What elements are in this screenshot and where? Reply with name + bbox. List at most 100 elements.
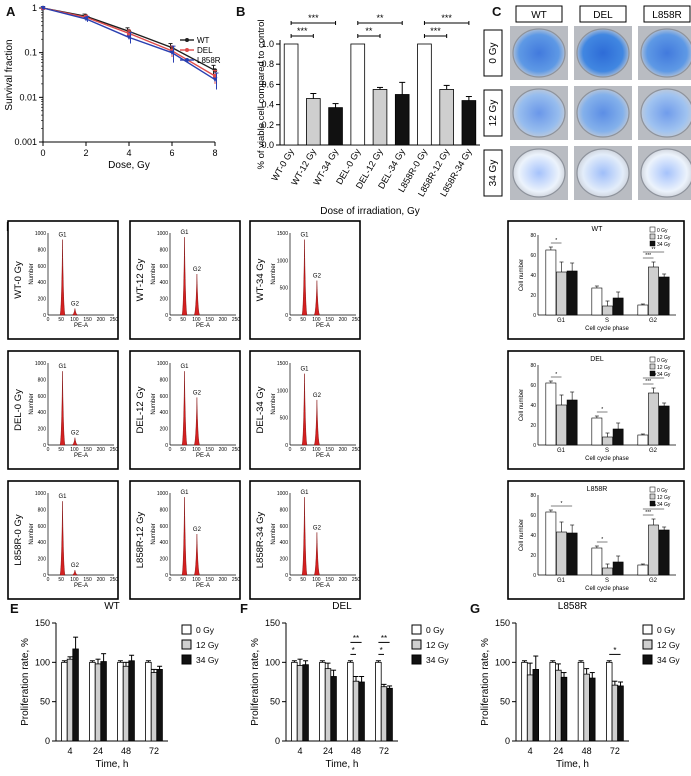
bar <box>324 668 332 742</box>
flow-x-tick: 0 <box>47 577 50 583</box>
x-tick-label: 6 <box>169 148 174 158</box>
legend-label: 34 Gy <box>657 502 671 508</box>
data-point <box>169 50 175 56</box>
flow-y-tick: 600 <box>38 524 47 530</box>
flow-y-label: Number <box>271 393 277 414</box>
legend-label: L858R <box>197 56 221 65</box>
flow-x-tick: 0 <box>289 317 292 323</box>
bar <box>350 43 366 146</box>
y-tick-label: 100 <box>495 657 510 667</box>
flow-peak-label: G1 <box>59 494 68 500</box>
flow-peak-label: G2 <box>313 525 322 531</box>
flow-x-tick: 100 <box>312 577 321 583</box>
y-tick-label: 50 <box>500 697 510 707</box>
flow-y-tick: 200 <box>38 557 47 563</box>
flow-x-tick: 100 <box>70 577 79 583</box>
flow-peak-label: G2 <box>193 527 202 533</box>
flow-x-tick: 0 <box>169 447 172 453</box>
flow-peak-g1 <box>301 497 308 576</box>
cycle-bar <box>545 382 557 446</box>
flow-y-tick: 400 <box>160 540 169 546</box>
flow-peak-g1 <box>301 239 308 316</box>
flow-x-tick: 200 <box>97 447 106 453</box>
panel-d-flow-cytometry: DWT-0 Gy02004006008001000050100150200250… <box>6 219 685 600</box>
flow-y-label: Number <box>271 523 277 544</box>
x-tick-label: 2 <box>83 148 88 158</box>
cycle-bar <box>602 436 613 446</box>
flow-peak-label: G1 <box>59 364 68 370</box>
sig-label: * <box>380 646 383 655</box>
flow-peak-g2 <box>313 280 321 316</box>
flow-peak-g1 <box>59 501 66 576</box>
panel-g-l858r-proliferation: G L858R 0 50 100 150 Proliferation rate, % Time… <box>470 601 680 770</box>
bar <box>150 672 158 742</box>
bar <box>372 89 388 146</box>
y-tick-label: 0.8 <box>261 59 274 69</box>
cycle-x-tick: S <box>605 578 609 584</box>
cycle-x-tick: G2 <box>649 448 658 454</box>
legend-marker <box>185 58 189 62</box>
cycle-bar <box>637 434 649 446</box>
y-tick-label: 0.0 <box>261 140 274 150</box>
cycle-bar <box>612 428 624 446</box>
y-tick-label: 0 <box>505 736 510 746</box>
flow-peak-g1 <box>181 497 188 576</box>
cycle-bar <box>602 305 613 316</box>
legend-label: 0 Gy <box>657 358 668 364</box>
legend-label: 12 Gy <box>657 235 671 241</box>
panel-f-del-proliferation: F DEL 0 50 100 150 Proliferation rate, % Time, … <box>240 601 449 770</box>
sig-label: *** <box>645 510 651 516</box>
y-tick-label: 0 <box>45 736 50 746</box>
flow-peak-label: G2 <box>71 301 80 307</box>
flow-y-tick: 200 <box>160 427 169 433</box>
cycle-y-tick: 20 <box>530 423 536 429</box>
y-tick-label: 150 <box>35 618 50 628</box>
flow-peak-g1 <box>301 373 308 446</box>
legend-swatch <box>411 654 422 665</box>
flow-x-tick: 0 <box>169 577 172 583</box>
flow-y-tick: 800 <box>160 377 169 383</box>
plate-well <box>512 148 566 198</box>
cycle-y-tick: 40 <box>530 403 536 409</box>
plate-well <box>576 148 630 198</box>
flow-y-tick: 0 <box>43 443 46 449</box>
cycle-title: WT <box>592 226 604 233</box>
sig-label: *** <box>645 253 651 259</box>
cycle-y-tick: 80 <box>530 493 536 499</box>
flow-peak-label: G1 <box>181 364 190 370</box>
y-tick-label: 150 <box>495 618 510 628</box>
flow-x-tick: 50 <box>58 447 64 453</box>
legend-swatch <box>649 356 656 363</box>
flow-x-tick: 250 <box>352 447 361 453</box>
flow-row-label: DEL-12 Gy <box>135 386 146 433</box>
cycle-bar <box>648 524 659 576</box>
flow-x-tick: 0 <box>289 577 292 583</box>
y-axis-label: Survival fraction <box>4 39 15 110</box>
panel-b-viability-chart: B 0.0 0.2 0.4 0.6 0.8 1.0% of viable cell comp… <box>236 4 480 217</box>
flow-x-tick: 200 <box>219 577 228 583</box>
sig-label: ** <box>353 634 359 643</box>
cycle-bar <box>591 547 603 576</box>
sig-label: *** <box>297 26 308 36</box>
column-header: DEL <box>593 10 613 21</box>
legend-swatch <box>411 624 422 635</box>
cycle-bar <box>545 249 557 316</box>
sig-label: *** <box>651 504 657 510</box>
bar <box>549 661 556 742</box>
flow-y-label: Number <box>151 393 157 414</box>
bar <box>461 100 477 146</box>
flow-y-tick: 600 <box>280 524 289 530</box>
sig-label: ** <box>376 13 384 23</box>
x-tick-label: 48 <box>582 746 592 756</box>
legend-label: 12 Gy <box>657 365 671 371</box>
cycle-y-tick: 60 <box>530 253 536 259</box>
sig-label: * <box>601 537 603 543</box>
flow-x-tick: 150 <box>325 447 334 453</box>
flow-x-label: PE-A <box>74 453 88 459</box>
bar <box>589 677 596 742</box>
bar <box>302 664 309 742</box>
flow-peak-label: G2 <box>193 267 202 273</box>
bar <box>328 107 343 146</box>
bar <box>555 669 562 742</box>
